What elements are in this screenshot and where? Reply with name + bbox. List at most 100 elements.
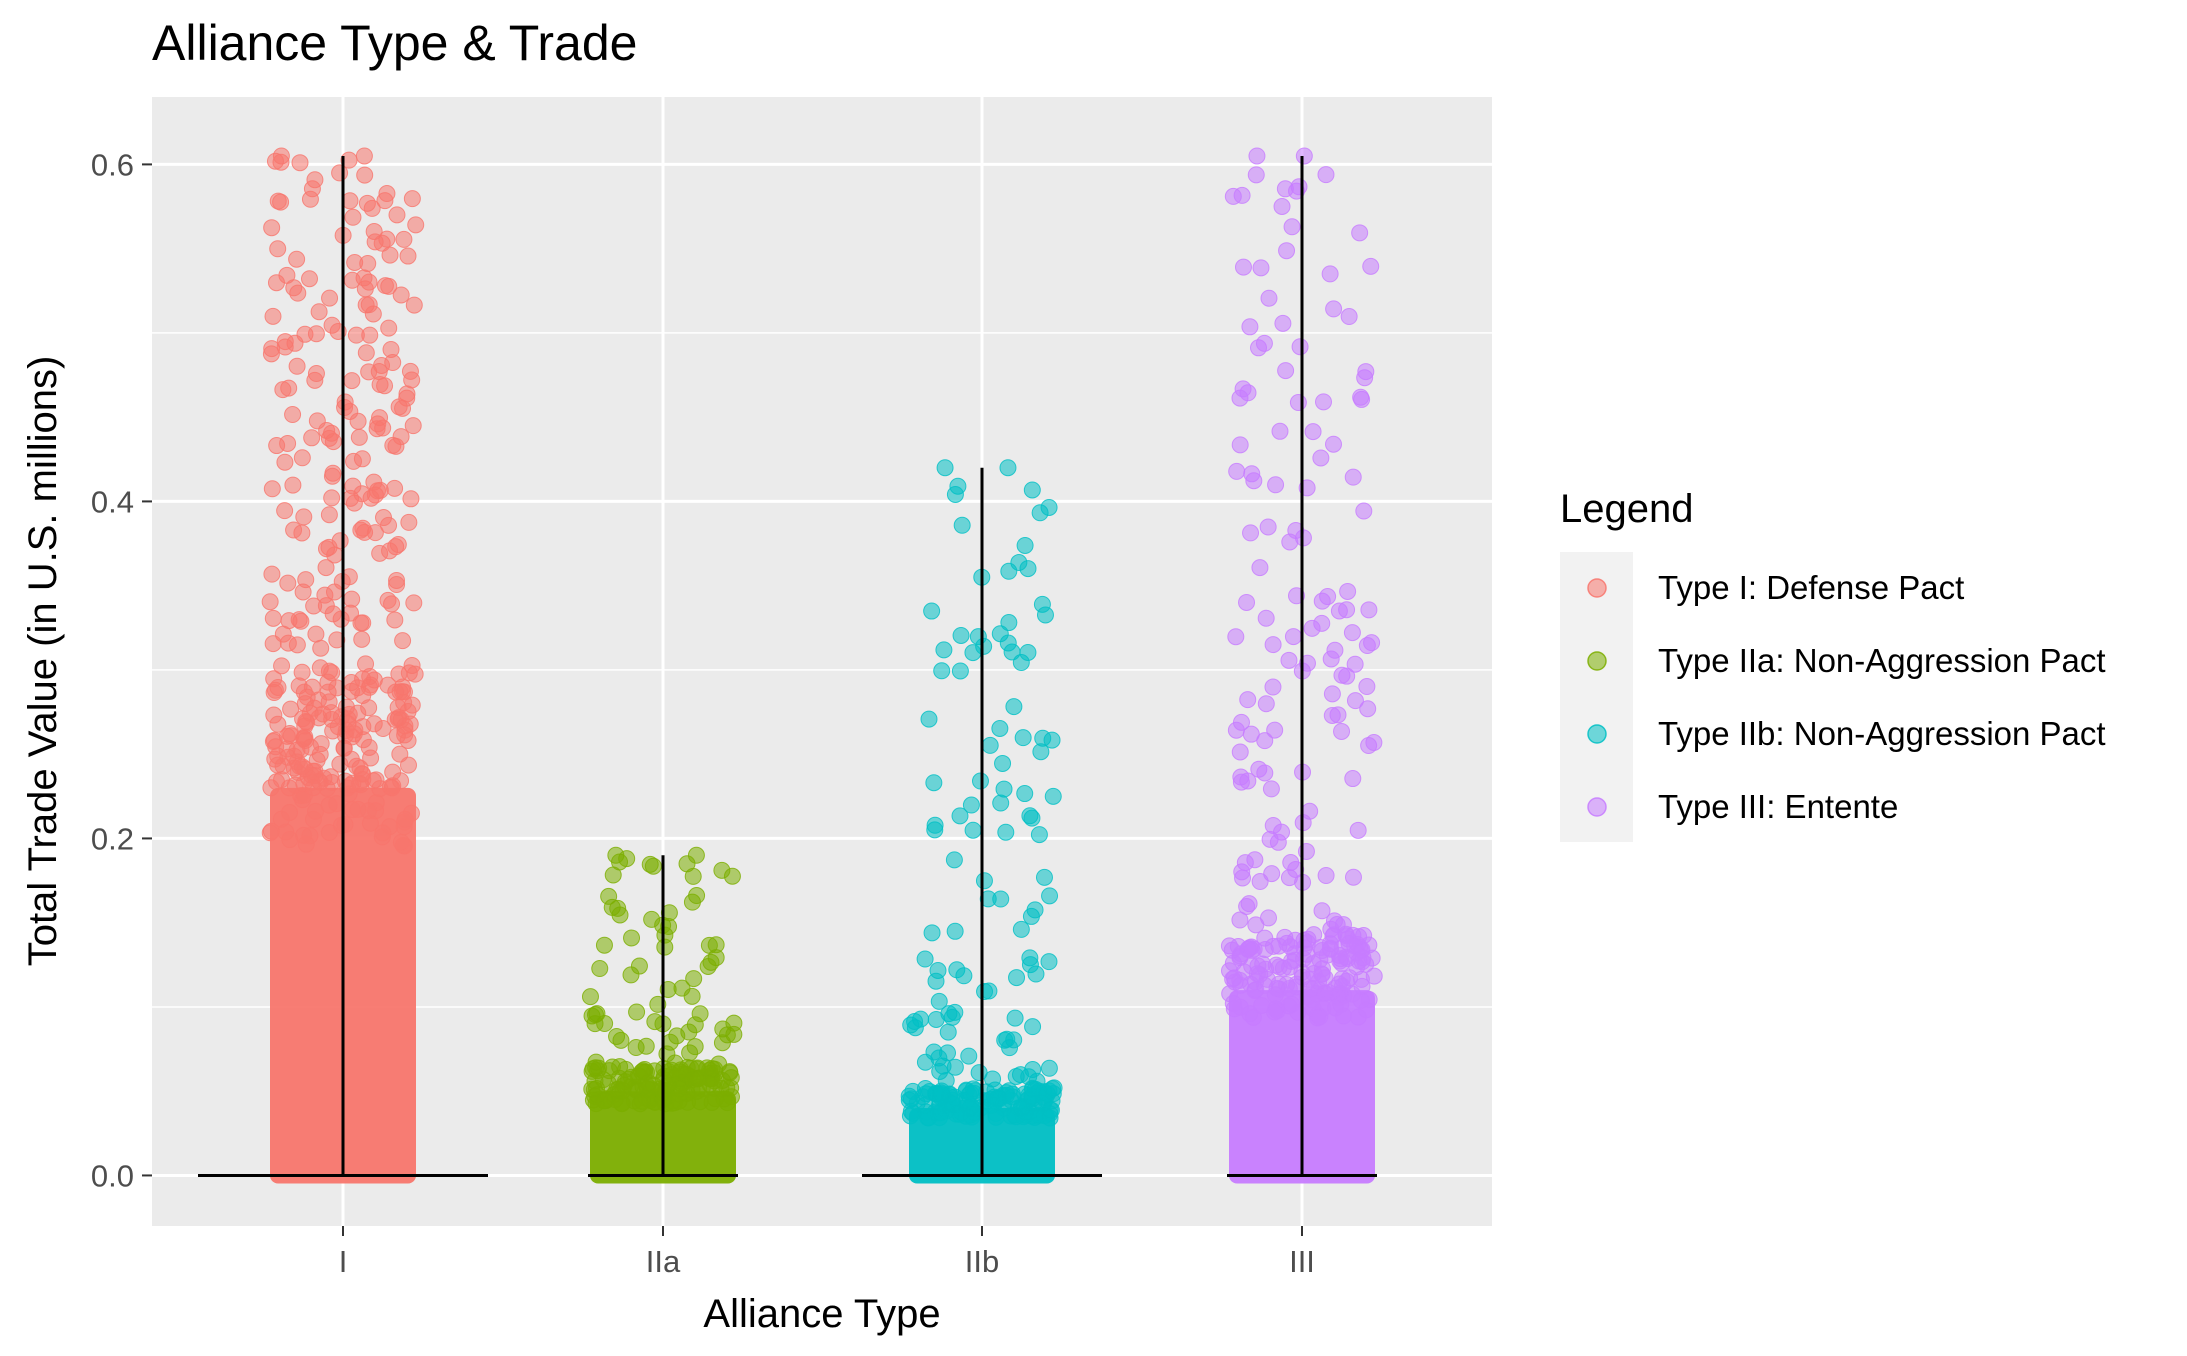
data-point [262, 345, 280, 363]
data-point [992, 794, 1010, 812]
data-point [342, 604, 360, 622]
data-point [1244, 1008, 1262, 1026]
data-point [323, 489, 341, 507]
data-point [404, 417, 422, 435]
data-point [668, 1027, 686, 1045]
data-point [916, 1096, 934, 1114]
legend: Legend Type I: Defense Pact Type IIa: Non… [1560, 487, 2106, 842]
data-point [666, 1054, 684, 1072]
data-point [1346, 937, 1364, 955]
data-point [342, 776, 360, 794]
data-point [1260, 289, 1278, 307]
data-point [1020, 1068, 1038, 1086]
data-point [1239, 691, 1257, 709]
data-point [1360, 601, 1378, 619]
legend-key [1587, 797, 1607, 817]
data-point [975, 637, 993, 655]
data-point [1330, 975, 1348, 993]
data-point [1304, 423, 1322, 441]
data-point [927, 1010, 945, 1028]
data-point [323, 467, 341, 485]
data-point [1242, 524, 1260, 542]
chart-title: Alliance Type & Trade [152, 15, 637, 71]
data-point [391, 745, 409, 763]
data-point [723, 867, 741, 885]
data-point [1295, 147, 1313, 165]
data-point [1238, 898, 1256, 916]
data-point [350, 428, 368, 446]
data-point [1233, 186, 1251, 204]
data-point [1040, 953, 1058, 971]
series-points-IIa [581, 846, 743, 1184]
data-point [1349, 821, 1367, 839]
data-point [931, 1088, 949, 1106]
data-point [370, 363, 388, 381]
data-point [1277, 362, 1295, 380]
data-point [1321, 265, 1339, 283]
data-point [930, 992, 948, 1010]
data-point [340, 151, 358, 169]
y-axis-title: Total Trade Value (in U.S. millions) [21, 356, 65, 967]
data-point [402, 490, 420, 508]
data-point [1274, 959, 1292, 977]
x-tick-label: I [339, 1244, 348, 1279]
data-point [1241, 318, 1259, 336]
data-point [1232, 773, 1250, 791]
data-point [587, 1053, 605, 1071]
x-tick-label: III [1289, 1244, 1315, 1279]
data-point [1251, 873, 1269, 891]
data-point [608, 1081, 626, 1099]
data-point [1359, 700, 1377, 718]
data-point [612, 1031, 630, 1049]
legend-key [1587, 724, 1607, 744]
data-point [1247, 166, 1265, 184]
data-point [401, 715, 419, 733]
data-point [356, 523, 374, 541]
data-point [1353, 390, 1371, 408]
data-point [960, 1047, 978, 1065]
data-point [295, 508, 313, 526]
data-point [946, 922, 964, 940]
data-point [398, 389, 416, 407]
data-point [380, 516, 398, 534]
data-point [387, 437, 405, 455]
data-point [306, 371, 324, 389]
data-point [946, 485, 964, 503]
data-point [376, 192, 394, 210]
data-point [321, 289, 339, 307]
data-point [951, 807, 969, 825]
data-point [1006, 1009, 1024, 1027]
data-point [975, 872, 993, 890]
data-point [306, 171, 324, 189]
data-point [1040, 1059, 1058, 1077]
data-point [997, 823, 1015, 841]
data-point [273, 657, 291, 675]
data-point [1044, 787, 1062, 805]
data-point [301, 270, 319, 288]
data-point [325, 583, 343, 601]
legend-key-background [1560, 552, 1633, 842]
data-point [386, 611, 404, 629]
data-point [1271, 422, 1289, 440]
data-point [995, 780, 1013, 798]
data-point [386, 479, 404, 497]
data-point [355, 147, 373, 165]
data-point [946, 1003, 964, 1021]
data-point [310, 303, 328, 321]
data-point [268, 437, 286, 455]
data-point [336, 393, 354, 411]
data-point [1305, 926, 1323, 944]
data-point [1251, 559, 1269, 577]
data-point [683, 987, 701, 1005]
data-point [1358, 637, 1376, 655]
data-point [1228, 462, 1246, 480]
data-point [403, 656, 421, 674]
data-point [307, 325, 325, 343]
data-point [263, 219, 281, 237]
data-point [1266, 721, 1284, 739]
data-point [1005, 698, 1023, 716]
data-point [383, 595, 401, 613]
data-point [962, 796, 980, 814]
data-point [946, 1058, 964, 1076]
data-point [994, 754, 1012, 772]
